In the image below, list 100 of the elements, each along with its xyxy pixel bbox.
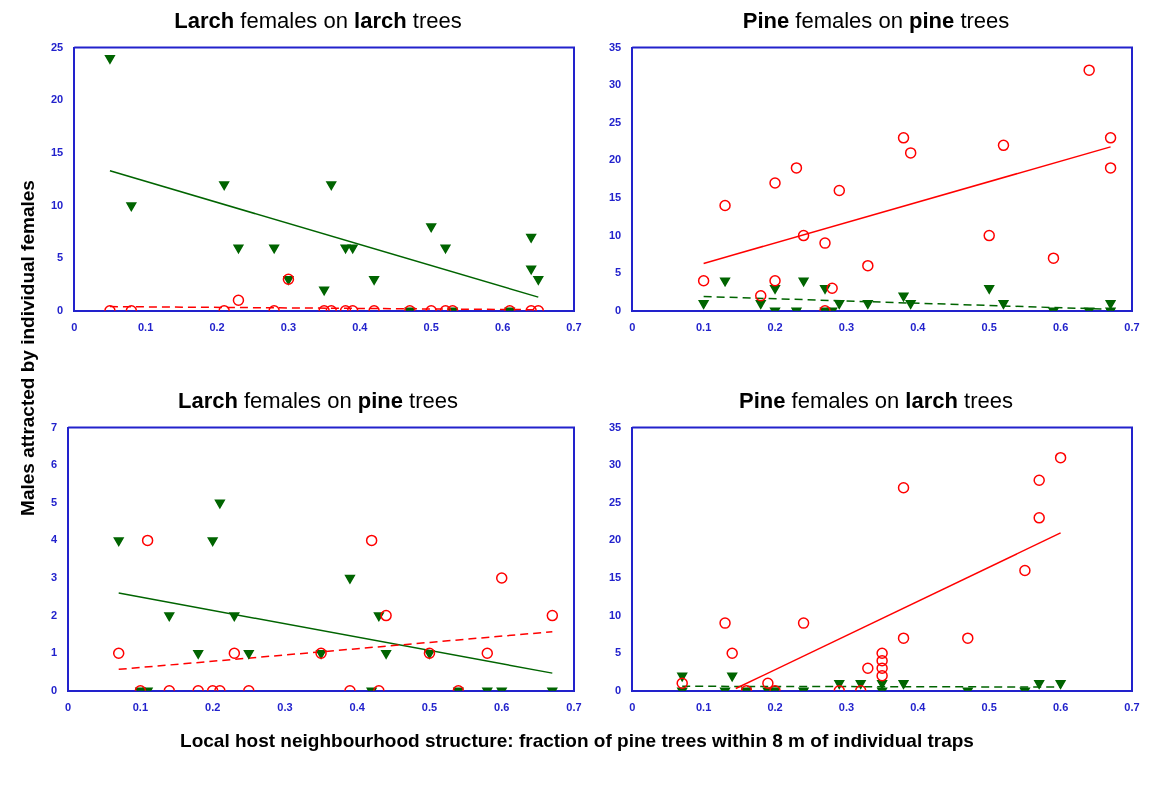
- x-tick-label: 0.7: [566, 701, 582, 714]
- point: [997, 139, 1010, 152]
- y-tick-label: 10: [608, 608, 622, 621]
- y-tick-label: 2: [50, 608, 58, 621]
- y-tick-label: 10: [50, 198, 64, 211]
- point: [381, 649, 392, 659]
- point: [1104, 132, 1117, 144]
- point: [141, 534, 154, 547]
- point: [790, 162, 803, 174]
- y-axis-title: Males attracted by individual females: [17, 180, 39, 516]
- point: [897, 482, 910, 494]
- x-tick-label: 0.4: [910, 321, 927, 334]
- x-tick-label: 0.1: [695, 321, 712, 334]
- y-tick-label: 20: [608, 153, 622, 166]
- x-tick-label: 0.1: [132, 701, 149, 714]
- y-tick-label: 5: [615, 266, 622, 279]
- y-tick-label: 4: [50, 533, 58, 546]
- point: [898, 292, 909, 302]
- point: [207, 537, 218, 547]
- point: [897, 132, 910, 144]
- y-tick-label: 20: [50, 93, 64, 106]
- chart-title: Larch females on larch trees: [174, 8, 462, 33]
- point: [798, 277, 809, 287]
- x-tick-label: 0: [71, 321, 78, 334]
- point: [1019, 564, 1031, 577]
- point: [1083, 64, 1095, 76]
- point: [1054, 451, 1067, 464]
- y-tick-label: 5: [615, 646, 622, 659]
- y-tick-label: 3: [50, 571, 58, 584]
- y-tick-label: 25: [608, 115, 622, 128]
- x-tick-label: 0.4: [352, 321, 369, 334]
- chart-title: Pine females on pine trees: [742, 8, 1010, 33]
- point: [998, 300, 1009, 310]
- y-tick-label: 15: [50, 145, 64, 158]
- point: [228, 647, 241, 659]
- point: [797, 617, 810, 629]
- point: [797, 229, 810, 242]
- point: [676, 677, 688, 690]
- x-tick-label: 0.1: [137, 321, 154, 334]
- point: [769, 177, 781, 189]
- point: [862, 259, 874, 272]
- x-tick-label: 0.7: [566, 321, 582, 334]
- point: [1033, 512, 1045, 524]
- point: [819, 237, 831, 249]
- point: [112, 647, 125, 659]
- point: [983, 229, 995, 242]
- x-tick-label: 0.6: [494, 321, 511, 334]
- x-tick-label: 0.6: [494, 701, 510, 714]
- point: [1104, 162, 1117, 174]
- x-tick-label: 0.3: [280, 321, 297, 334]
- y-tick-label: 15: [608, 191, 622, 204]
- y-tick-label: 0: [50, 683, 58, 696]
- point: [834, 300, 845, 310]
- point: [762, 677, 774, 690]
- point: [365, 534, 378, 547]
- point: [193, 649, 204, 659]
- x-tick-label: 0.2: [205, 701, 221, 714]
- point: [862, 300, 873, 310]
- x-tick-label: 0: [65, 701, 72, 714]
- point: [862, 662, 874, 674]
- point: [876, 662, 888, 674]
- point: [769, 284, 781, 294]
- point: [229, 612, 240, 622]
- x-tick-label: 0.2: [767, 321, 783, 334]
- x-axis-title: Local host neighbourhood structure: fraction of pine trees within 8 m of individual traps: [179, 730, 975, 752]
- y-tick-label: 25: [608, 495, 622, 508]
- point: [243, 649, 254, 659]
- point: [164, 612, 175, 622]
- point: [833, 184, 846, 197]
- point: [719, 199, 731, 212]
- y-tick-label: 1: [50, 646, 58, 659]
- point: [984, 284, 995, 294]
- point: [876, 654, 888, 667]
- x-tick-label: 0.3: [838, 321, 855, 334]
- x-tick-label: 0: [629, 321, 636, 334]
- y-tick-label: 0: [615, 683, 622, 696]
- point: [698, 300, 709, 310]
- chart-title: Larch females on pine trees: [177, 388, 459, 413]
- point: [962, 632, 974, 644]
- chart-title: Pine females on larch trees: [739, 388, 1013, 413]
- point: [719, 277, 731, 287]
- y-tick-label: 0: [615, 303, 622, 316]
- point: [904, 147, 917, 159]
- x-tick-label: 0.2: [209, 321, 225, 334]
- point: [897, 632, 910, 644]
- x-tick-label: 0.5: [421, 701, 438, 714]
- point: [546, 609, 559, 622]
- y-tick-label: 7: [50, 420, 58, 433]
- x-tick-label: 0.4: [910, 701, 927, 714]
- y-tick-label: 10: [608, 228, 622, 241]
- y-tick-label: 35: [608, 40, 622, 53]
- x-tick-label: 0.5: [423, 321, 439, 334]
- x-tick-label: 0.5: [981, 701, 997, 714]
- point: [697, 274, 710, 287]
- x-tick-label: 0.7: [1124, 321, 1140, 334]
- point: [1033, 474, 1045, 486]
- point: [719, 617, 731, 629]
- y-tick-label: 0: [57, 303, 64, 316]
- x-tick-label: 0: [629, 701, 636, 714]
- x-tick-label: 0.3: [838, 701, 855, 714]
